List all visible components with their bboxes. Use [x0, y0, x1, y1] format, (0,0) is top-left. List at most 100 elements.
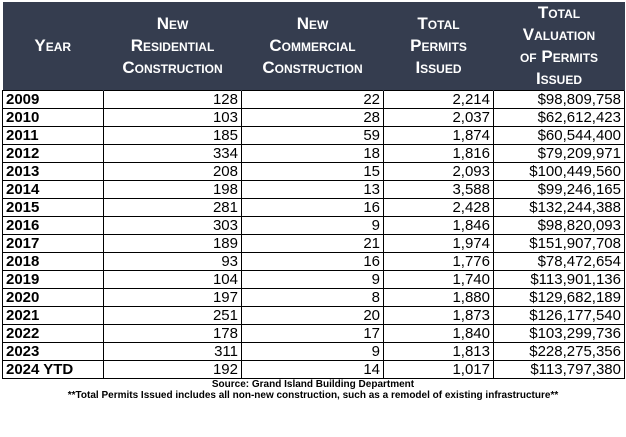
valuation-cell: $228,275,356	[494, 343, 625, 361]
total-valuation-header: Total Valuation of Permits Issued	[494, 2, 625, 91]
table-row: 2019 104 9 1,740 $113,901,136	[3, 271, 625, 289]
valuation-cell: $151,907,708	[494, 235, 625, 253]
total-permits-header: Total Permits Issued	[384, 2, 494, 91]
year-cell: 2018	[3, 253, 104, 271]
header-row: Year New Residential Construction New Commerc…	[3, 2, 625, 91]
valuation-cell: $103,299,736	[494, 325, 625, 343]
year-cell: 2015	[3, 199, 104, 217]
valuation-cell: $98,809,758	[494, 91, 625, 109]
valuation-cell: $132,244,388	[494, 199, 625, 217]
table-row: 2011 185 59 1,874 $60,544,400	[3, 127, 625, 145]
table-row: 2015 281 16 2,428 $132,244,388	[3, 199, 625, 217]
valuation-cell: $129,682,189	[494, 289, 625, 307]
table-row: 2016 303 9 1,846 $98,820,093	[3, 217, 625, 235]
residential-cell: 334	[104, 145, 242, 163]
permits-cell: 1,880	[384, 289, 494, 307]
table-header: Year New Residential Construction New Commerc…	[3, 2, 625, 91]
year-cell: 2009	[3, 91, 104, 109]
table-row: 2022 178 17 1,840 $103,299,736	[3, 325, 625, 343]
residential-cell: 281	[104, 199, 242, 217]
header-line: New	[297, 14, 329, 33]
valuation-cell: $79,209,971	[494, 145, 625, 163]
table-row: 2021 251 20 1,873 $126,177,540	[3, 307, 625, 325]
residential-cell: 185	[104, 127, 242, 145]
table-body: 2009 128 22 2,214 $98,809,758 2010 103 28 2,037 $…	[3, 91, 625, 379]
commercial-cell: 22	[242, 91, 384, 109]
permits-cell: 3,588	[384, 181, 494, 199]
table-row: 2013 208 15 2,093 $100,449,560	[3, 163, 625, 181]
year-cell: 2011	[3, 127, 104, 145]
permits-table-container: Year New Residential Construction New Commerc…	[2, 2, 624, 401]
commercial-cell: 9	[242, 343, 384, 361]
residential-cell: 303	[104, 217, 242, 235]
table-row: 2009 128 22 2,214 $98,809,758	[3, 91, 625, 109]
commercial-cell: 8	[242, 289, 384, 307]
valuation-cell: $126,177,540	[494, 307, 625, 325]
commercial-cell: 17	[242, 325, 384, 343]
commercial-cell: 28	[242, 109, 384, 127]
header-line: Year	[34, 36, 71, 55]
building-permits-table: Year New Residential Construction New Commerc…	[2, 2, 625, 379]
valuation-cell: $62,612,423	[494, 109, 625, 127]
residential-cell: 178	[104, 325, 242, 343]
permits-cell: 1,776	[384, 253, 494, 271]
header-line: Residential	[131, 36, 215, 55]
commercial-cell: 59	[242, 127, 384, 145]
permits-cell: 1,740	[384, 271, 494, 289]
residential-cell: 189	[104, 235, 242, 253]
header-line: Valuation	[523, 25, 595, 44]
permits-cell: 1,873	[384, 307, 494, 325]
new-commercial-header: New Commercial Construction	[242, 2, 384, 91]
commercial-cell: 18	[242, 145, 384, 163]
permits-cell: 1,846	[384, 217, 494, 235]
year-header: Year	[3, 2, 104, 91]
commercial-cell: 20	[242, 307, 384, 325]
year-cell: 2014	[3, 181, 104, 199]
residential-cell: 197	[104, 289, 242, 307]
commercial-cell: 9	[242, 271, 384, 289]
valuation-cell: $60,544,400	[494, 127, 625, 145]
new-residential-header: New Residential Construction	[104, 2, 242, 91]
header-line: Total	[538, 3, 580, 22]
header-line: Commercial	[269, 36, 355, 55]
year-cell: 2022	[3, 325, 104, 343]
valuation-cell: $99,246,165	[494, 181, 625, 199]
table-row: 2014 198 13 3,588 $99,246,165	[3, 181, 625, 199]
header-line: Permits	[410, 36, 467, 55]
year-cell: 2019	[3, 271, 104, 289]
permits-footnote: **Total Permits Issued includes all non-…	[2, 390, 624, 401]
table-row: 2020 197 8 1,880 $129,682,189	[3, 289, 625, 307]
permits-cell: 1,874	[384, 127, 494, 145]
residential-cell: 103	[104, 109, 242, 127]
residential-cell: 251	[104, 307, 242, 325]
valuation-cell: $98,820,093	[494, 217, 625, 235]
commercial-cell: 21	[242, 235, 384, 253]
residential-cell: 192	[104, 361, 242, 379]
table-row: 2018 93 16 1,776 $78,472,654	[3, 253, 625, 271]
residential-cell: 198	[104, 181, 242, 199]
residential-cell: 311	[104, 343, 242, 361]
source-note: Source: Grand Island Building Department	[2, 379, 624, 390]
residential-cell: 93	[104, 253, 242, 271]
commercial-cell: 14	[242, 361, 384, 379]
year-cell: 2010	[3, 109, 104, 127]
permits-cell: 2,214	[384, 91, 494, 109]
header-line: Construction	[262, 58, 362, 77]
year-cell: 2017	[3, 235, 104, 253]
valuation-cell: $113,797,380	[494, 361, 625, 379]
year-cell: 2016	[3, 217, 104, 235]
residential-cell: 128	[104, 91, 242, 109]
commercial-cell: 15	[242, 163, 384, 181]
permits-cell: 1,813	[384, 343, 494, 361]
commercial-cell: 16	[242, 199, 384, 217]
header-line: New	[157, 14, 189, 33]
table-row: 2017 189 21 1,974 $151,907,708	[3, 235, 625, 253]
year-cell: 2023	[3, 343, 104, 361]
year-cell: 2020	[3, 289, 104, 307]
year-cell: 2024 YTD	[3, 361, 104, 379]
commercial-cell: 13	[242, 181, 384, 199]
year-cell: 2013	[3, 163, 104, 181]
header-line: Issued	[536, 69, 582, 88]
commercial-cell: 9	[242, 217, 384, 235]
year-cell: 2012	[3, 145, 104, 163]
